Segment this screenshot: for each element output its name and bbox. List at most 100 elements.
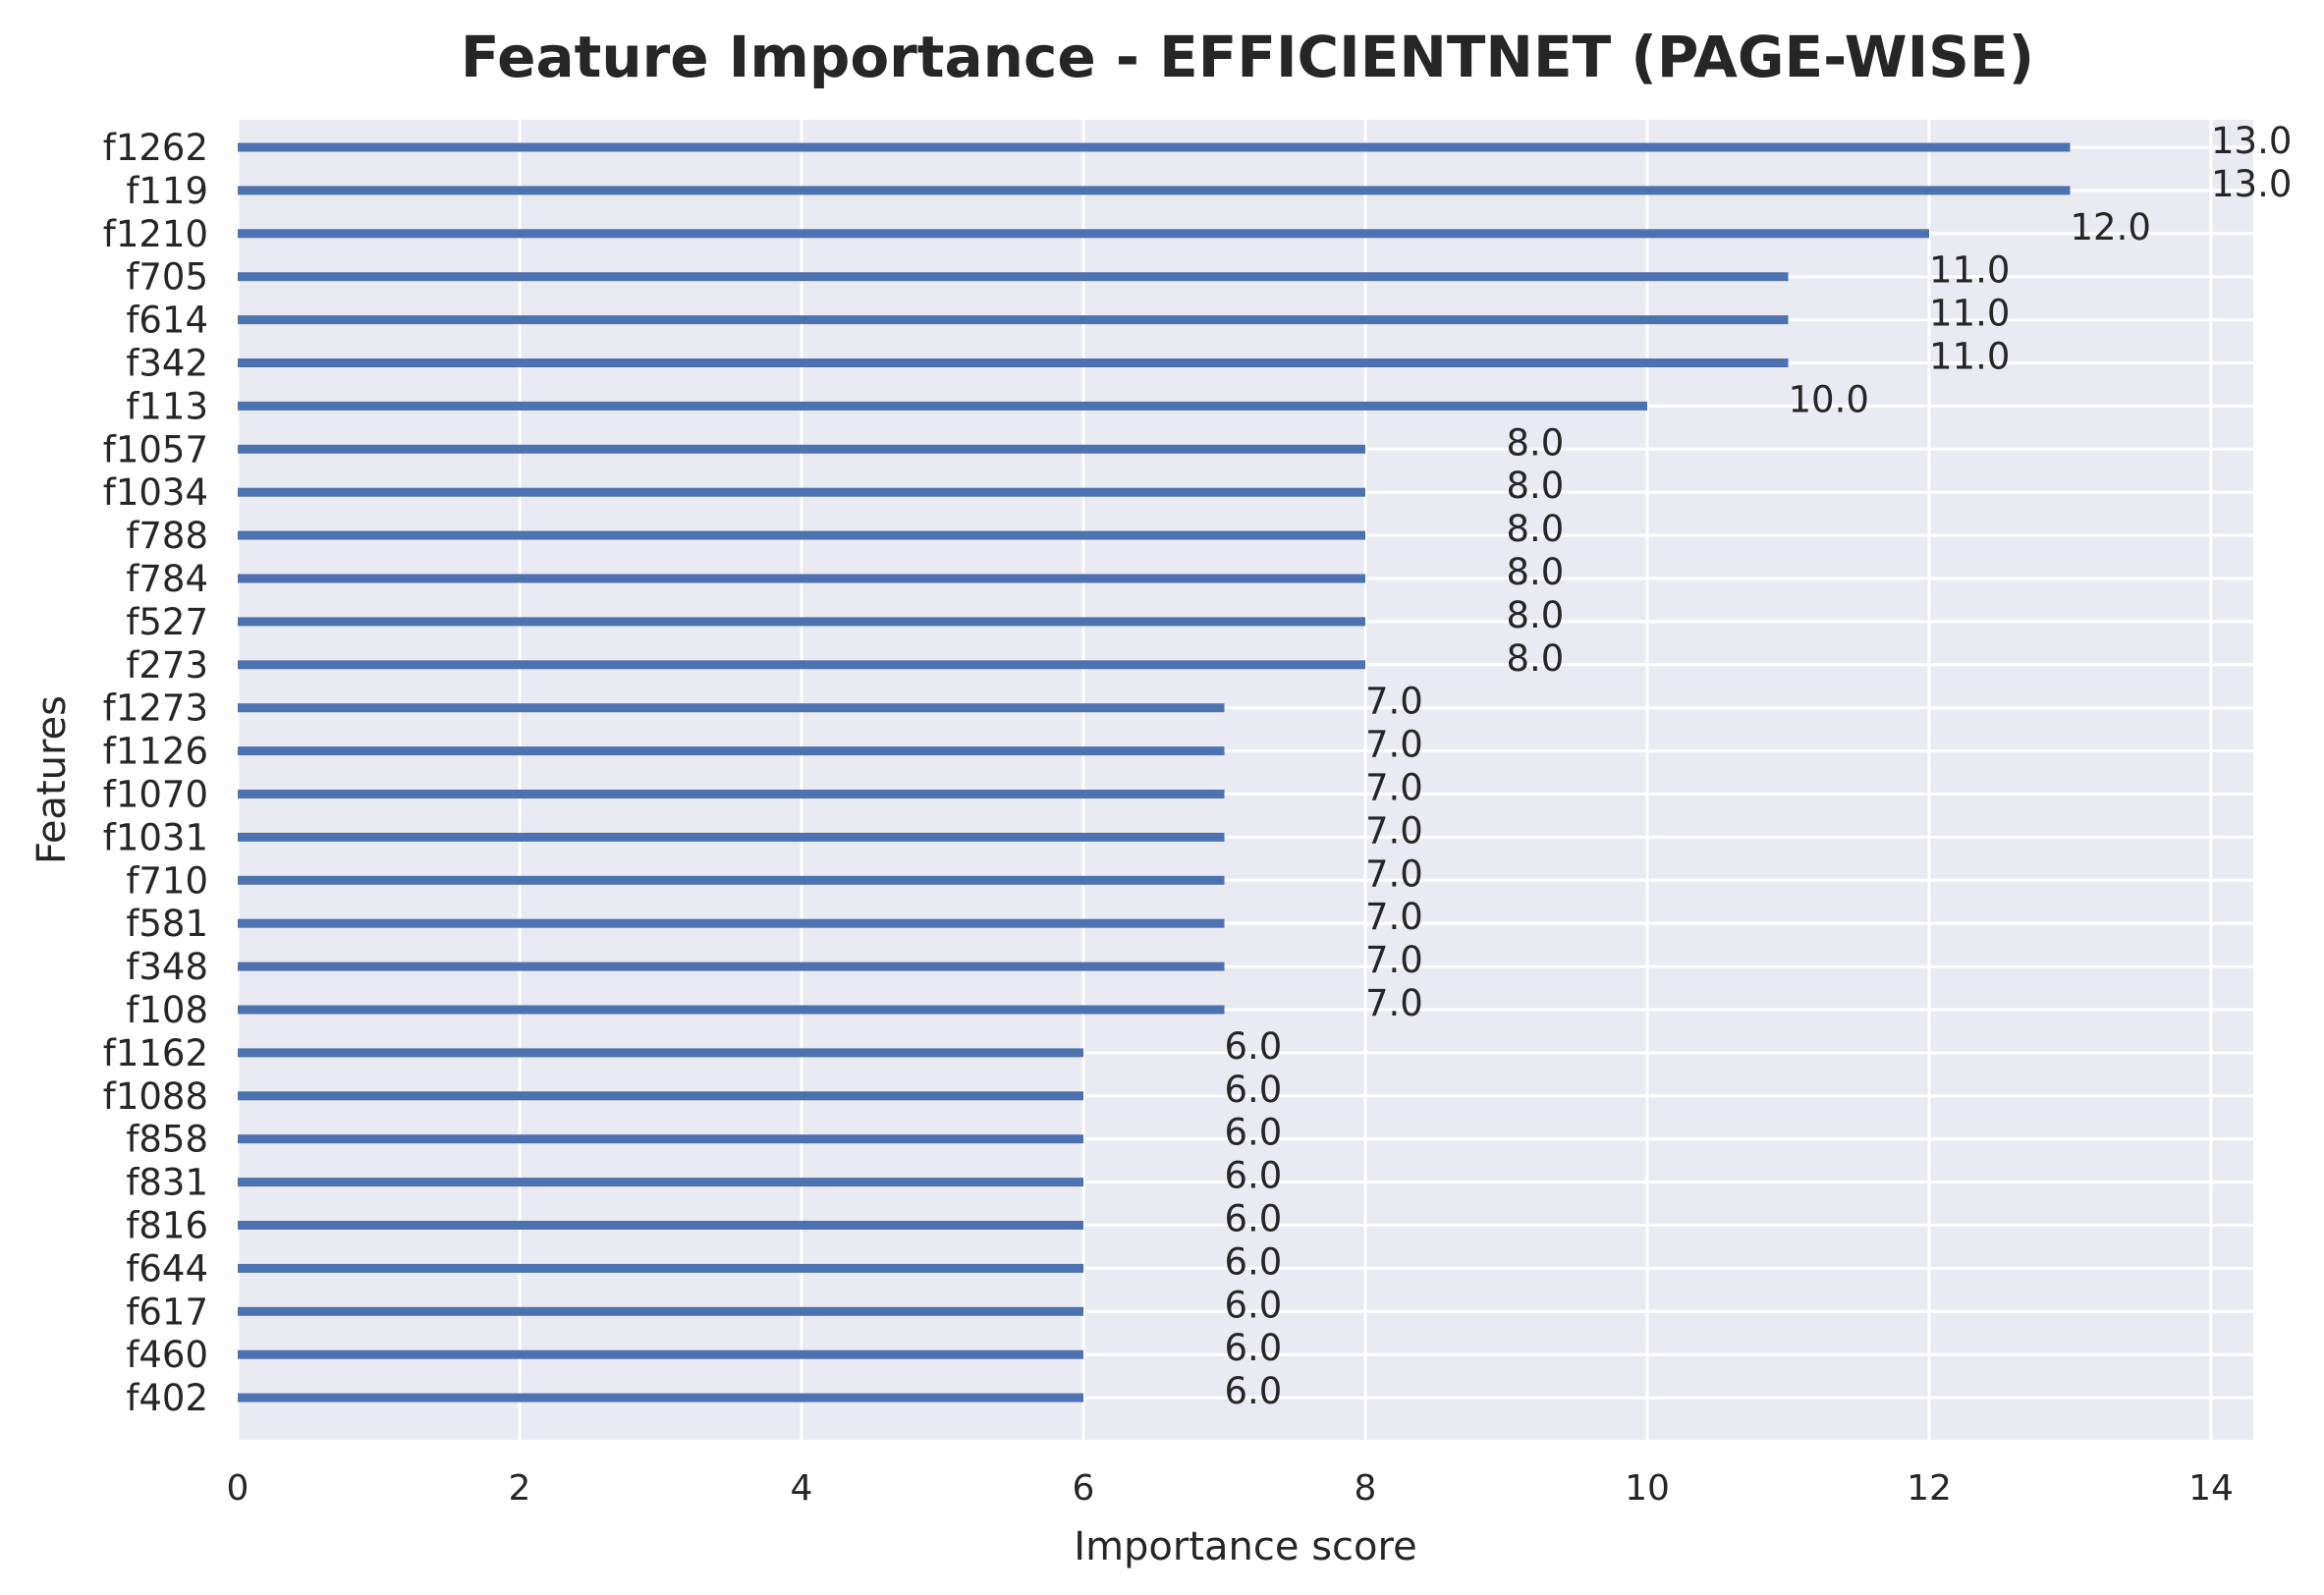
y-tick-label-f119: f119 [126, 170, 208, 212]
data-label-f1034: 8.0 [1507, 465, 1565, 507]
x-tick-label: 10 [1625, 1468, 1670, 1509]
bar-f617 [238, 1306, 1083, 1316]
bar-f816 [238, 1221, 1083, 1230]
chart-title: Feature Importance - EFFICIENTNET (PAGE-… [461, 24, 2034, 90]
x-tick-label: 6 [1073, 1468, 1095, 1509]
bar-f1162 [238, 1048, 1083, 1058]
x-tick-labels: 0 2 4 6 8 10 12 14 [227, 1468, 2234, 1509]
y-tick-label-f617: f617 [126, 1291, 208, 1333]
data-label-f402: 6.0 [1225, 1370, 1283, 1412]
bar-f348 [238, 962, 1225, 971]
y-tick-label-f816: f816 [126, 1205, 208, 1247]
y-tick-label-f788: f788 [126, 515, 208, 557]
y-tick-label-f1070: f1070 [103, 774, 208, 816]
data-label-f1262: 13.0 [2211, 120, 2292, 162]
bar-f705 [238, 272, 1789, 282]
x-tick-label: 12 [1907, 1468, 1952, 1509]
y-tick-label-f402: f402 [126, 1377, 208, 1419]
data-label-f858: 6.0 [1225, 1112, 1283, 1154]
bar-f831 [238, 1178, 1083, 1187]
data-label-f342: 11.0 [1929, 336, 2010, 378]
bar-f119 [238, 186, 2071, 195]
x-tick-label: 8 [1355, 1468, 1377, 1509]
bar-f402 [238, 1393, 1083, 1402]
data-label-f1031: 7.0 [1365, 809, 1423, 852]
data-label-f831: 6.0 [1225, 1155, 1283, 1197]
data-label-f273: 8.0 [1507, 637, 1565, 680]
bar-f460 [238, 1349, 1083, 1359]
data-label-f788: 8.0 [1507, 508, 1565, 550]
bar-f1057 [238, 444, 1365, 454]
data-label-f348: 7.0 [1365, 939, 1423, 981]
data-label-f460: 6.0 [1225, 1327, 1283, 1369]
y-tick-label-f1273: f1273 [103, 688, 208, 730]
y-tick-label-f342: f342 [126, 343, 208, 385]
y-tick-label-f1031: f1031 [103, 816, 208, 858]
x-tick-label: 4 [791, 1468, 813, 1509]
data-label-f581: 7.0 [1365, 896, 1423, 938]
y-tick-label-f1034: f1034 [103, 471, 208, 514]
data-label-f1273: 7.0 [1365, 681, 1423, 723]
data-label-f1057: 8.0 [1507, 421, 1565, 464]
data-label-f108: 7.0 [1365, 982, 1423, 1024]
y-tick-label-f581: f581 [126, 903, 208, 945]
y-tick-label-f1126: f1126 [103, 731, 208, 773]
bar-f710 [238, 875, 1225, 885]
y-tick-label-f1057: f1057 [103, 428, 208, 470]
data-label-f113: 10.0 [1789, 378, 1869, 420]
y-tick-label-f1162: f1162 [103, 1032, 208, 1074]
y-tick-label-f1210: f1210 [103, 213, 208, 255]
y-tick-label-f784: f784 [126, 558, 208, 600]
bar-f273 [238, 660, 1365, 670]
x-tick-label: 0 [227, 1468, 249, 1509]
y-tick-label-f614: f614 [126, 300, 208, 342]
x-tick-label: 14 [2188, 1468, 2234, 1509]
data-label-f614: 11.0 [1929, 293, 2010, 335]
y-tick-label-f858: f858 [126, 1119, 208, 1161]
y-tick-label-f113: f113 [126, 385, 208, 427]
y-tick-label-f1088: f1088 [103, 1075, 208, 1118]
data-label-f1162: 6.0 [1225, 1025, 1283, 1068]
x-axis-label: Importance score [1074, 1524, 1416, 1569]
y-tick-label-f460: f460 [126, 1334, 208, 1376]
data-label-f1126: 7.0 [1365, 724, 1423, 766]
bars [238, 142, 2071, 1402]
y-tick-label-f644: f644 [126, 1247, 208, 1290]
y-tick-label-f710: f710 [126, 859, 208, 902]
bar-f784 [238, 574, 1365, 583]
y-tick-label-f527: f527 [126, 601, 208, 643]
bar-f1088 [238, 1091, 1083, 1101]
data-label-f710: 7.0 [1365, 852, 1423, 895]
data-label-f1070: 7.0 [1365, 767, 1423, 809]
bar-f1210 [238, 229, 1929, 239]
data-label-f1210: 12.0 [2071, 206, 2151, 248]
y-tick-label-f273: f273 [126, 644, 208, 687]
bar-f644 [238, 1263, 1083, 1273]
bar-f858 [238, 1134, 1083, 1144]
bar-f108 [238, 1005, 1225, 1015]
plot-area [238, 120, 2253, 1440]
y-tick-label-f108: f108 [126, 989, 208, 1031]
bar-f342 [238, 358, 1789, 367]
bar-f788 [238, 530, 1365, 540]
bar-f581 [238, 918, 1225, 928]
data-label-f617: 6.0 [1225, 1284, 1283, 1326]
data-label-f527: 8.0 [1507, 594, 1565, 636]
bar-f1031 [238, 832, 1225, 842]
bar-f527 [238, 617, 1365, 627]
y-tick-labels: f1262f119f1210f705f614f342f113f1057f1034… [103, 127, 208, 1419]
data-label-f1088: 6.0 [1225, 1069, 1283, 1111]
data-label-f644: 6.0 [1225, 1240, 1283, 1283]
bar-f113 [238, 401, 1647, 411]
data-label-f816: 6.0 [1225, 1198, 1283, 1240]
data-label-f784: 8.0 [1507, 551, 1565, 593]
bar-f614 [238, 315, 1789, 325]
bar-f1273 [238, 703, 1225, 713]
y-tick-label-f348: f348 [126, 946, 208, 988]
x-tick-label: 2 [509, 1468, 531, 1509]
bar-f1126 [238, 746, 1225, 756]
bar-f1070 [238, 790, 1225, 798]
y-axis-label: Features [29, 695, 75, 864]
bar-f1034 [238, 487, 1365, 497]
